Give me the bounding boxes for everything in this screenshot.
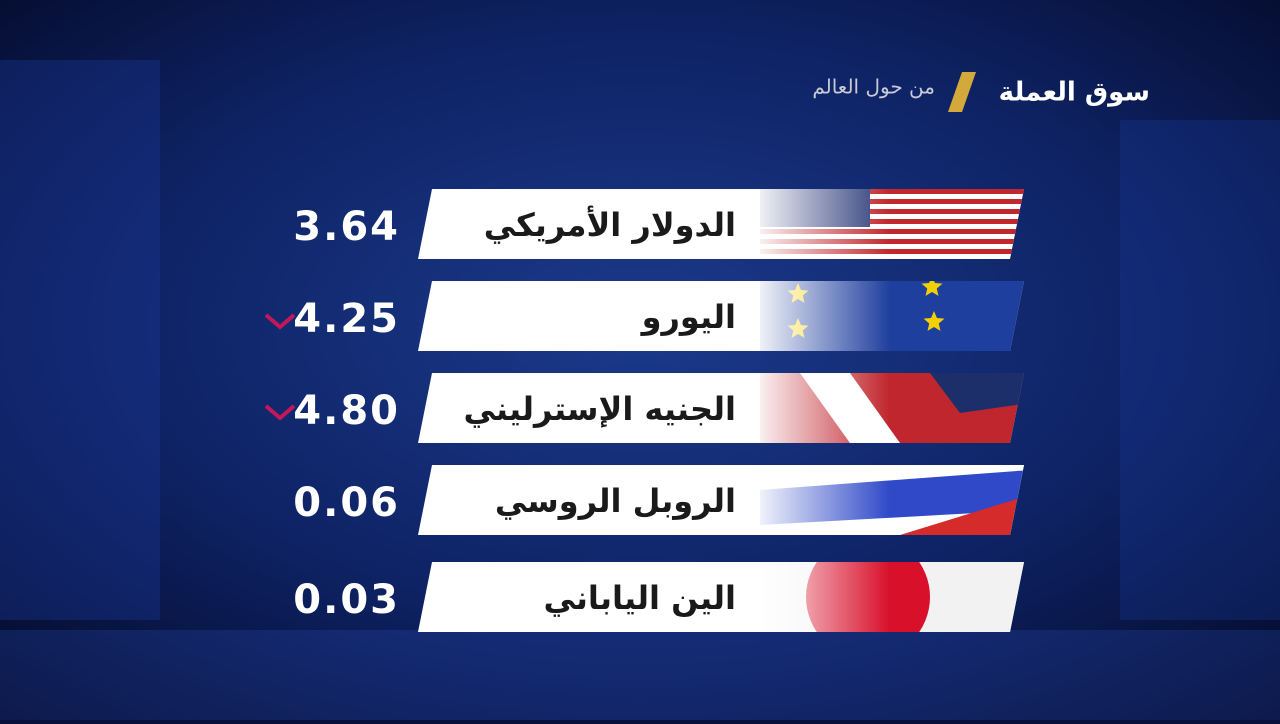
currency-value: 3.64 <box>293 204 400 250</box>
down-arrow <box>264 313 296 330</box>
gold-slash <box>948 72 976 112</box>
background-shape <box>1120 120 1280 620</box>
currency-name: الجنيه الإسترليني <box>464 390 736 428</box>
flag <box>750 281 1024 351</box>
title: سوق العملة <box>999 78 1150 108</box>
background-shape <box>0 60 160 620</box>
flag <box>750 189 1024 259</box>
flag <box>750 373 1024 443</box>
currency-value: 0.06 <box>293 480 400 526</box>
currency-name: الين الياباني <box>544 579 736 617</box>
flag <box>750 465 1024 535</box>
currency-name: الدولار الأمريكي <box>484 205 736 244</box>
currency-value: 4.80 <box>293 388 400 434</box>
subtitle: من حول العالم <box>812 75 935 99</box>
currency-name: اليورو <box>640 298 736 336</box>
flag <box>750 562 1024 632</box>
background-shape <box>0 630 1280 720</box>
currency-name: الروبل الروسي <box>495 482 736 520</box>
currency-value: 0.03 <box>293 577 400 623</box>
currency-value: 4.25 <box>293 296 400 342</box>
down-arrow <box>264 404 296 421</box>
